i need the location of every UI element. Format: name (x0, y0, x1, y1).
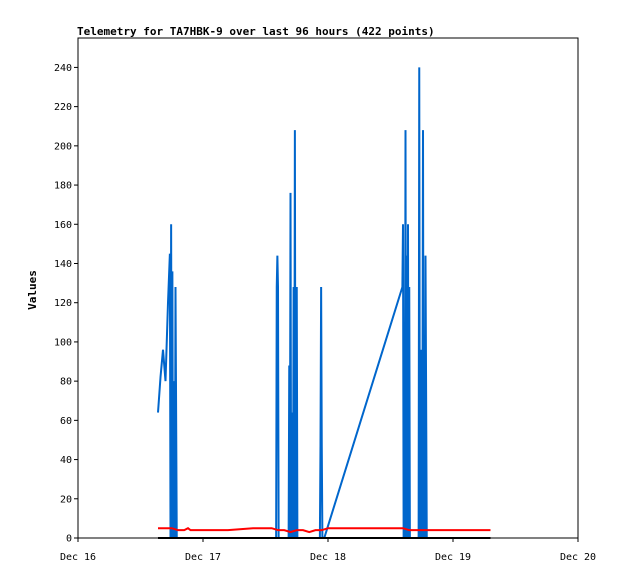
y-tick-label: 20 (60, 494, 72, 505)
chart-title: Telemetry for TA7HBK-9 over last 96 hour… (77, 25, 435, 38)
y-axis: 0 20 40 60 80 100 120 140 160 180 200 220 240 (54, 63, 78, 545)
y-tick-label: 180 (54, 181, 72, 192)
y-tick-label: 0 (66, 534, 72, 545)
y-tick-label: 120 (54, 298, 72, 309)
y-tick-label: 140 (54, 259, 72, 270)
y-tick-label: 100 (54, 337, 72, 348)
x-tick-label: Dec 19 (435, 552, 471, 563)
y-tick-label: 200 (54, 141, 72, 152)
plot-frame (77, 37, 579, 539)
x-tick-label: Dec 18 (310, 552, 346, 563)
y-tick-label: 80 (60, 377, 72, 388)
x-axis: Dec 16 Dec 17 Dec 18 Dec 19 Dec 20 (60, 538, 596, 563)
y-tick-label: 220 (54, 102, 72, 113)
y-tick-label: 60 (60, 416, 72, 427)
x-tick-label: Dec 16 (60, 552, 96, 563)
y-axis-label: Values (26, 270, 39, 310)
series-layer (157, 67, 491, 539)
x-tick-label: Dec 20 (560, 552, 596, 563)
series-line-2 (158, 527, 491, 534)
y-tick-label: 40 (60, 455, 72, 466)
y-tick-label: 240 (54, 63, 72, 74)
x-tick-label: Dec 17 (185, 552, 221, 563)
y-tick-label: 160 (54, 220, 72, 231)
